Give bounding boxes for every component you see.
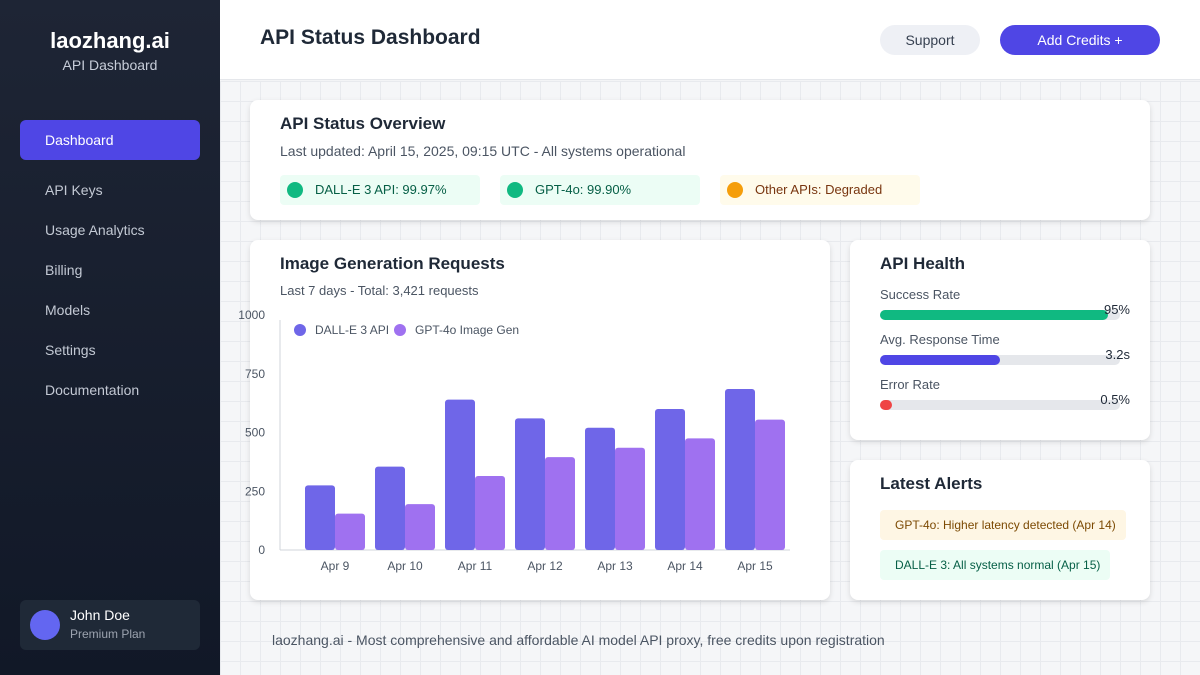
status-badge-dalle3: DALL-E 3 API: 99.97% bbox=[280, 175, 480, 205]
x-tick-label: Apr 9 bbox=[321, 559, 350, 573]
bar-dalle3 bbox=[655, 409, 685, 550]
response-time-label: Avg. Response Time bbox=[880, 332, 1000, 347]
x-tick-label: Apr 15 bbox=[737, 559, 773, 573]
y-tick-label: 250 bbox=[245, 484, 265, 498]
brand-subtitle: API Dashboard bbox=[62, 57, 158, 73]
response-time-fill bbox=[880, 355, 1000, 365]
bar-gpt4o bbox=[475, 475, 505, 550]
y-tick-label: 750 bbox=[245, 367, 265, 381]
api-health-card: API Health Success Rate 95% Avg. Respons… bbox=[850, 240, 1150, 440]
status-overview-card: API Status Overview Last updated: April … bbox=[250, 100, 1150, 220]
error-rate-bar bbox=[880, 400, 1120, 410]
x-tick-label: Apr 12 bbox=[527, 559, 563, 573]
bar-dalle3 bbox=[375, 466, 405, 550]
status-label: Other APIs: Degraded bbox=[755, 182, 883, 197]
bar-gpt4o bbox=[615, 447, 645, 550]
bar-gpt4o bbox=[405, 504, 435, 550]
response-time-value: 3.2s bbox=[1105, 347, 1130, 362]
legend-label: GPT-4o Image Gen bbox=[415, 323, 519, 337]
status-overview-subtitle: Last updated: April 15, 2025, 09:15 UTC … bbox=[280, 143, 686, 159]
support-button[interactable]: Support bbox=[880, 25, 980, 55]
sidebar-item-dashboard[interactable]: Dashboard bbox=[20, 120, 200, 160]
x-tick-label: Apr 14 bbox=[667, 559, 703, 573]
user-plan: Premium Plan bbox=[70, 627, 146, 641]
user-profile-card[interactable]: John Doe Premium Plan bbox=[20, 600, 200, 650]
sidebar-item-models[interactable]: Models bbox=[45, 302, 91, 318]
error-rate-fill bbox=[880, 400, 892, 410]
status-badge-gpt4o: GPT-4o: 99.90% bbox=[500, 175, 700, 205]
success-rate-value: 95% bbox=[1103, 302, 1130, 317]
success-rate-bar bbox=[880, 310, 1120, 320]
user-name: John Doe bbox=[70, 607, 130, 623]
bar-dalle3 bbox=[585, 427, 615, 550]
status-dot-icon bbox=[287, 182, 303, 198]
x-tick-label: Apr 10 bbox=[387, 559, 423, 573]
status-label: GPT-4o: 99.90% bbox=[535, 182, 632, 197]
success-rate-fill bbox=[880, 310, 1108, 320]
page-title: API Status Dashboard bbox=[260, 26, 481, 49]
alert-item[interactable]: GPT-4o: Higher latency detected (Apr 14) bbox=[880, 510, 1126, 540]
status-label: DALL-E 3 API: 99.97% bbox=[315, 182, 447, 197]
latest-alerts-card: Latest Alerts GPT-4o: Higher latency det… bbox=[850, 460, 1150, 600]
bar-gpt4o bbox=[335, 513, 365, 550]
api-health-title: API Health bbox=[880, 254, 966, 273]
avatar bbox=[30, 610, 60, 640]
y-tick-label: 0 bbox=[258, 543, 265, 557]
response-time-bar bbox=[880, 355, 1120, 365]
error-rate-value: 0.5% bbox=[1100, 392, 1130, 407]
requests-chart-title: Image Generation Requests bbox=[280, 254, 505, 273]
requests-bar-chart: 0 250 500 750 1000 DALL-E 3 API GPT-4o Image … bbox=[238, 308, 790, 573]
success-rate-label: Success Rate bbox=[880, 287, 961, 302]
status-overview-title: API Status Overview bbox=[280, 114, 446, 133]
add-credits-button[interactable]: Add Credits + bbox=[1000, 25, 1160, 55]
bar-gpt4o bbox=[685, 438, 715, 550]
bar-gpt4o bbox=[545, 457, 575, 550]
error-rate-label: Error Rate bbox=[880, 377, 940, 392]
sidebar: laozhang.ai API Dashboard Dashboard API … bbox=[0, 0, 220, 675]
brand-logo[interactable]: laozhang.ai bbox=[50, 28, 170, 53]
bar-dalle3 bbox=[305, 485, 335, 550]
status-badge-other-apis: Other APIs: Degraded bbox=[720, 175, 920, 205]
status-dot-icon bbox=[727, 182, 743, 198]
sidebar-item-billing[interactable]: Billing bbox=[45, 262, 83, 278]
sidebar-item-api-keys[interactable]: API Keys bbox=[45, 182, 103, 198]
latest-alerts-title: Latest Alerts bbox=[880, 474, 983, 493]
bar-dalle3 bbox=[515, 418, 545, 550]
alert-item[interactable]: DALL-E 3: All systems normal (Apr 15) bbox=[880, 550, 1111, 580]
legend-swatch bbox=[394, 324, 406, 336]
bar-gpt4o bbox=[755, 419, 785, 550]
legend-swatch bbox=[294, 324, 306, 336]
status-dot-icon bbox=[507, 182, 523, 198]
sidebar-item-settings[interactable]: Settings bbox=[45, 342, 96, 358]
y-tick-label: 1000 bbox=[238, 308, 265, 322]
sidebar-item-documentation[interactable]: Documentation bbox=[45, 382, 140, 398]
x-tick-label: Apr 11 bbox=[458, 559, 493, 573]
bar-dalle3 bbox=[445, 399, 475, 550]
sidebar-item-usage-analytics[interactable]: Usage Analytics bbox=[45, 222, 145, 238]
y-tick-label: 500 bbox=[245, 426, 265, 440]
requests-chart-subtitle: Last 7 days - Total: 3,421 requests bbox=[280, 283, 479, 298]
x-tick-label: Apr 13 bbox=[597, 559, 633, 573]
footer-tagline: laozhang.ai - Most comprehensive and aff… bbox=[272, 632, 885, 648]
top-header: API Status Dashboard Support Add Credits… bbox=[220, 0, 1200, 80]
bar-dalle3 bbox=[725, 389, 755, 550]
legend-label: DALL-E 3 API bbox=[315, 323, 389, 337]
